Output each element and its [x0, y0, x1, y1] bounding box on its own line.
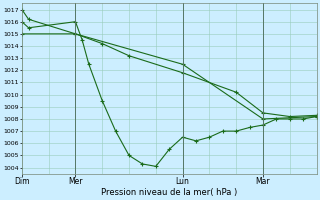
X-axis label: Pression niveau de la mer( hPa ): Pression niveau de la mer( hPa ): [101, 188, 237, 197]
